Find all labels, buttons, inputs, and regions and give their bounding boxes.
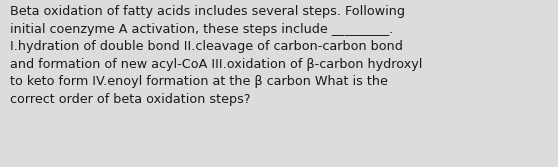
Text: Beta oxidation of fatty acids includes several steps. Following
initial coenzyme: Beta oxidation of fatty acids includes s… [10, 5, 422, 106]
